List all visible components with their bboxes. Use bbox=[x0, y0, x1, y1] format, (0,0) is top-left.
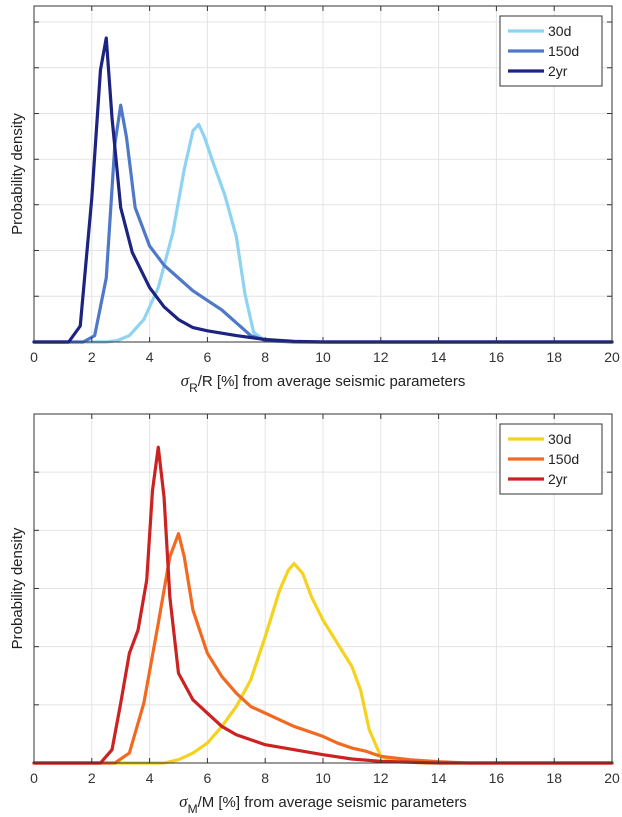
legend: 30d 150d 2yr bbox=[499, 423, 603, 495]
x-tick-label: 20 bbox=[604, 349, 620, 365]
x-tick-label: 4 bbox=[146, 349, 154, 365]
series-line-150d bbox=[32, 103, 614, 344]
legend-label-30d: 30d bbox=[548, 431, 571, 447]
x-tick-label: 4 bbox=[146, 770, 154, 786]
series-line-30d bbox=[32, 561, 614, 765]
x-tick-label: 12 bbox=[373, 349, 389, 365]
x-tick-label: 2 bbox=[88, 770, 96, 786]
series-line-30d bbox=[32, 122, 614, 344]
x-axis-symbol: σ bbox=[181, 371, 190, 390]
legend: 30d 150d 2yr bbox=[499, 15, 603, 87]
x-tick-label: 8 bbox=[261, 770, 269, 786]
x-tick-label: 8 bbox=[261, 349, 269, 365]
legend-label-150d: 150d bbox=[548, 43, 579, 59]
chart-radius-uncertainty: 0 2 4 6 8 10 12 14 16 18 20 Probability density σR/R… bbox=[9, 5, 620, 395]
x-tick-label: 10 bbox=[315, 349, 331, 365]
x-tick-label: 20 bbox=[604, 770, 620, 786]
x-tick-label: 18 bbox=[546, 349, 562, 365]
x-tick-label: 12 bbox=[373, 770, 389, 786]
x-tick-label: 0 bbox=[30, 770, 38, 786]
x-axis-subscript: M bbox=[188, 802, 198, 816]
x-tick-label: 14 bbox=[431, 349, 447, 365]
x-tick-label: 16 bbox=[489, 349, 505, 365]
chart-panel-top: 0 2 4 6 8 10 12 14 16 18 20 Probability density σR/R… bbox=[0, 0, 622, 400]
x-tick-label: 2 bbox=[88, 349, 96, 365]
series-line-150d bbox=[32, 532, 614, 765]
legend-label-2yr: 2yr bbox=[548, 63, 568, 79]
x-tick-label: 0 bbox=[30, 349, 38, 365]
x-tick-label: 16 bbox=[489, 770, 505, 786]
x-tick-label: 14 bbox=[431, 770, 447, 786]
x-axis-subscript: R bbox=[189, 381, 198, 395]
x-axis-title-text: /M [%] from average seismic parameters bbox=[198, 794, 467, 811]
legend-label-150d: 150d bbox=[548, 451, 579, 467]
y-axis-title: Probability density bbox=[9, 527, 26, 649]
x-tick-label: 18 bbox=[546, 770, 562, 786]
y-axis-title: Probability density bbox=[9, 113, 26, 235]
x-axis-title: σM/M [%] from average seismic parameters bbox=[179, 792, 467, 816]
chart-mass-uncertainty: 0 2 4 6 8 10 12 14 16 18 20 Probability density σM/M… bbox=[9, 413, 620, 816]
legend-label-2yr: 2yr bbox=[548, 471, 568, 487]
series-line-2yr bbox=[32, 445, 614, 765]
legend-label-30d: 30d bbox=[548, 23, 571, 39]
x-tick-label: 10 bbox=[315, 770, 331, 786]
chart-panel-bottom: 0 2 4 6 8 10 12 14 16 18 20 Probability density σM/M… bbox=[0, 408, 622, 817]
x-axis-title: σR/R [%] from average seismic parameters bbox=[181, 371, 466, 395]
x-axis-title-text: /R [%] from average seismic parameters bbox=[198, 373, 466, 390]
x-axis-symbol: σ bbox=[179, 792, 188, 811]
x-tick-label: 6 bbox=[204, 349, 212, 365]
x-tick-label: 6 bbox=[204, 770, 212, 786]
